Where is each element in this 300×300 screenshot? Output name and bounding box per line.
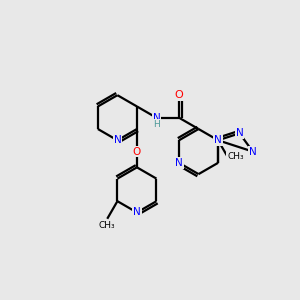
Text: N: N — [214, 135, 222, 145]
Text: CH₃: CH₃ — [99, 220, 116, 230]
Text: O: O — [175, 90, 183, 100]
Text: N: N — [133, 208, 141, 218]
Text: O: O — [133, 147, 141, 157]
Text: N: N — [249, 147, 257, 157]
Text: CH₃: CH₃ — [227, 152, 244, 161]
Text: N: N — [236, 128, 243, 138]
Text: N: N — [113, 135, 121, 145]
Text: H: H — [153, 120, 160, 129]
Text: N: N — [175, 158, 183, 168]
Text: N: N — [153, 113, 160, 123]
